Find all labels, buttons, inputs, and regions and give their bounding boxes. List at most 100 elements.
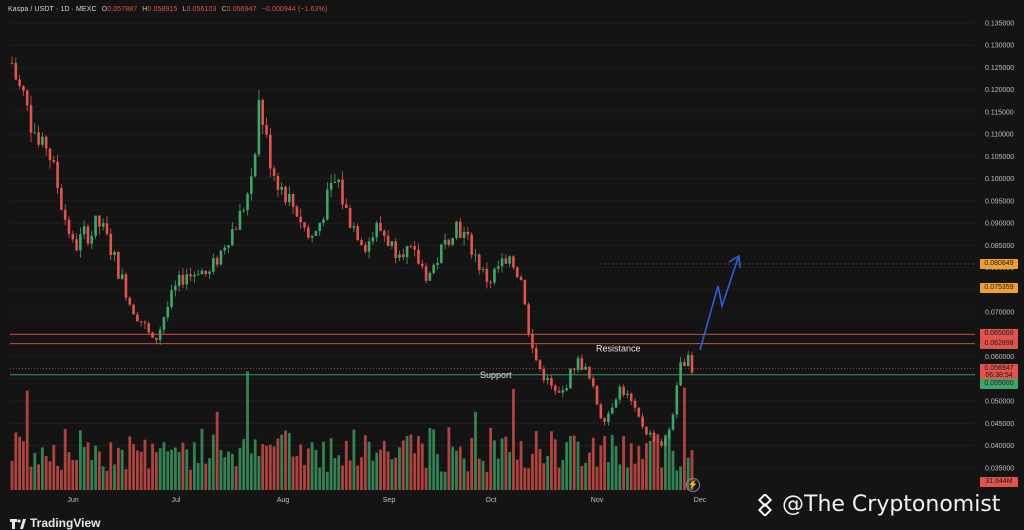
candle-body: [14, 63, 18, 80]
candle-body: [584, 366, 587, 370]
volume-bar: [519, 441, 523, 490]
volume-bar: [325, 471, 329, 490]
volume-bar: [439, 471, 443, 490]
volume-bar: [234, 466, 238, 490]
arrow-head-icon: [728, 254, 741, 269]
low-value: 0.056103: [186, 6, 217, 13]
candle-body: [212, 258, 215, 272]
candle-body: [379, 222, 382, 231]
candle-body: [451, 237, 454, 245]
volume-bar: [200, 428, 204, 490]
candle-body: [401, 254, 405, 258]
volume-bar: [116, 447, 120, 490]
watermark: @The Cryptonomist: [754, 492, 1000, 517]
volume-bar: [25, 390, 29, 490]
volume-bar: [196, 462, 200, 490]
candle-body: [428, 272, 432, 281]
candle-body: [162, 317, 166, 330]
price-tag: 0.055000: [980, 378, 1018, 389]
volume-bar: [151, 443, 154, 490]
volume-bar: [569, 436, 572, 490]
y-tick-label: 0.095000: [985, 198, 1014, 205]
candle-body: [481, 268, 485, 270]
candle-body: [394, 241, 397, 258]
tradingview-brand[interactable]: TradingView: [10, 516, 100, 530]
candle-body: [390, 241, 394, 246]
volume-bar: [470, 437, 474, 490]
y-tick-label: 0.135000: [985, 20, 1014, 27]
volume-bar: [177, 452, 181, 490]
volume-bar: [363, 435, 367, 490]
y-tick-label: 0.070000: [985, 310, 1014, 317]
volume-bar: [550, 431, 553, 490]
candle-body: [603, 418, 606, 422]
candle-body: [607, 413, 610, 422]
candle-body: [280, 186, 284, 190]
candle-body: [645, 426, 648, 435]
volume-bar: [21, 441, 25, 490]
candle-body: [367, 241, 371, 252]
volume-bar: [466, 471, 470, 490]
volume-bar: [398, 447, 401, 490]
volume-bar: [344, 440, 348, 490]
candle-body: [345, 204, 348, 209]
volume-bar: [318, 467, 322, 490]
volume-bar: [436, 454, 439, 490]
price-tag: 0.075359: [980, 283, 1018, 294]
candle-body: [599, 404, 603, 419]
candle-body: [234, 229, 238, 230]
candle-body: [519, 277, 523, 280]
volume-bar: [348, 460, 352, 490]
volume-bar: [322, 441, 325, 490]
candle-body: [98, 215, 101, 227]
candle-body: [485, 268, 489, 282]
volume-bar: [299, 444, 303, 490]
volume-bar: [622, 435, 626, 490]
volume-bar: [614, 445, 618, 490]
volume-bar: [500, 438, 504, 490]
volume-bar: [599, 445, 603, 490]
volume-bar: [641, 458, 645, 490]
candle-body: [382, 230, 386, 236]
volume-bar: [132, 443, 135, 490]
volume-bar: [504, 436, 508, 490]
candle-body: [443, 239, 447, 245]
volume-bar: [280, 434, 284, 490]
y-tick-label: 0.100000: [985, 176, 1014, 183]
volume-bar: [481, 460, 485, 490]
volume-bar: [603, 435, 607, 490]
projection-path: [699, 257, 739, 351]
volume-bar: [626, 467, 629, 490]
candle-body: [82, 226, 86, 235]
y-tick-label: 0.130000: [985, 43, 1014, 50]
candle-body: [185, 274, 189, 285]
volume-bar: [10, 461, 14, 490]
volume-bar: [379, 449, 382, 490]
candle-body: [177, 274, 181, 286]
candle-body: [250, 176, 253, 194]
volume-bar: [253, 439, 257, 490]
candle-body: [295, 206, 299, 217]
candle-body: [67, 219, 71, 235]
lightning-icon[interactable]: ⚡: [686, 478, 700, 492]
volume-bar: [310, 442, 314, 490]
volume-bar: [333, 458, 337, 490]
price-tag: 0.080849: [980, 258, 1018, 269]
candle-body: [223, 247, 227, 251]
x-tick-label: Jun: [67, 497, 78, 504]
candle-body: [656, 441, 660, 442]
candle-body: [641, 416, 644, 427]
volume-bar: [105, 470, 109, 490]
volume-bar: [432, 429, 436, 490]
volume-bar: [170, 449, 173, 490]
candle-body: [683, 362, 686, 367]
volume-bar: [63, 429, 67, 490]
volume-bar: [572, 435, 576, 490]
candle-body: [477, 254, 481, 270]
volume-bar: [227, 451, 230, 490]
volume-bar: [534, 431, 538, 490]
volume-bar: [607, 462, 610, 490]
x-tick-label: Oct: [486, 497, 497, 504]
volume-bar: [561, 460, 565, 490]
